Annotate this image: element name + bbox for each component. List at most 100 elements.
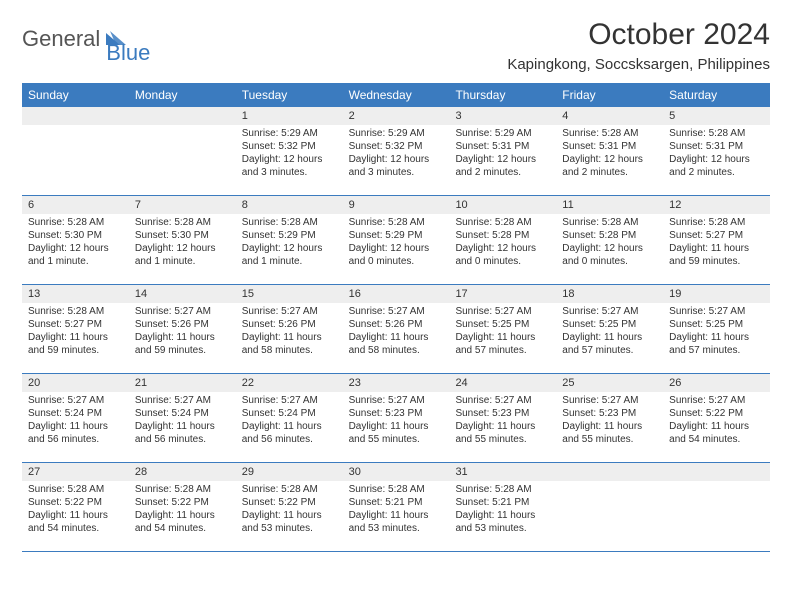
sunset-text: Sunset: 5:23 PM: [349, 407, 444, 420]
day-number: 7: [129, 196, 236, 214]
sunrise-text: Sunrise: 5:28 AM: [562, 216, 657, 229]
daylight2-text: and 59 minutes.: [669, 255, 764, 268]
sunset-text: Sunset: 5:25 PM: [455, 318, 550, 331]
daylight2-text: and 57 minutes.: [669, 344, 764, 357]
day-body: Sunrise: 5:27 AMSunset: 5:23 PMDaylight:…: [449, 392, 556, 450]
sunset-text: Sunset: 5:31 PM: [669, 140, 764, 153]
day-number: 23: [343, 374, 450, 392]
sunset-text: Sunset: 5:22 PM: [242, 496, 337, 509]
week-row: 6Sunrise: 5:28 AMSunset: 5:30 PMDaylight…: [22, 196, 770, 285]
daylight1-text: Daylight: 12 hours: [28, 242, 123, 255]
day-body: Sunrise: 5:29 AMSunset: 5:31 PMDaylight:…: [449, 125, 556, 183]
day-body: Sunrise: 5:28 AMSunset: 5:31 PMDaylight:…: [663, 125, 770, 183]
day-header: Saturday: [663, 83, 770, 107]
daylight2-text: and 0 minutes.: [455, 255, 550, 268]
day-body: Sunrise: 5:28 AMSunset: 5:28 PMDaylight:…: [449, 214, 556, 272]
daylight1-text: Daylight: 11 hours: [455, 509, 550, 522]
day-number: 15: [236, 285, 343, 303]
daylight2-text: and 56 minutes.: [242, 433, 337, 446]
sunrise-text: Sunrise: 5:27 AM: [669, 394, 764, 407]
day-cell: 17Sunrise: 5:27 AMSunset: 5:25 PMDayligh…: [449, 285, 556, 373]
sunrise-text: Sunrise: 5:27 AM: [455, 305, 550, 318]
sunset-text: Sunset: 5:28 PM: [562, 229, 657, 242]
daylight1-text: Daylight: 12 hours: [669, 153, 764, 166]
sunset-text: Sunset: 5:25 PM: [669, 318, 764, 331]
sunrise-text: Sunrise: 5:28 AM: [135, 483, 230, 496]
day-cell: 31Sunrise: 5:28 AMSunset: 5:21 PMDayligh…: [449, 463, 556, 551]
daylight1-text: Daylight: 11 hours: [28, 331, 123, 344]
day-cell: 27Sunrise: 5:28 AMSunset: 5:22 PMDayligh…: [22, 463, 129, 551]
daylight2-text: and 57 minutes.: [455, 344, 550, 357]
day-cell: 30Sunrise: 5:28 AMSunset: 5:21 PMDayligh…: [343, 463, 450, 551]
day-number: 9: [343, 196, 450, 214]
day-number: 18: [556, 285, 663, 303]
daylight2-text: and 59 minutes.: [28, 344, 123, 357]
day-body: Sunrise: 5:28 AMSunset: 5:22 PMDaylight:…: [22, 481, 129, 539]
day-body: Sunrise: 5:29 AMSunset: 5:32 PMDaylight:…: [236, 125, 343, 183]
day-cell: 10Sunrise: 5:28 AMSunset: 5:28 PMDayligh…: [449, 196, 556, 284]
daylight2-text: and 53 minutes.: [349, 522, 444, 535]
day-number: 2: [343, 107, 450, 125]
sunrise-text: Sunrise: 5:28 AM: [669, 127, 764, 140]
daylight2-text: and 1 minute.: [242, 255, 337, 268]
day-cell: 12Sunrise: 5:28 AMSunset: 5:27 PMDayligh…: [663, 196, 770, 284]
sunrise-text: Sunrise: 5:28 AM: [242, 216, 337, 229]
day-number: 11: [556, 196, 663, 214]
daylight2-text: and 58 minutes.: [349, 344, 444, 357]
day-body: Sunrise: 5:27 AMSunset: 5:23 PMDaylight:…: [343, 392, 450, 450]
day-body: Sunrise: 5:27 AMSunset: 5:24 PMDaylight:…: [129, 392, 236, 450]
title-block: October 2024 Kapingkong, Soccsksargen, P…: [507, 18, 770, 73]
day-number: 31: [449, 463, 556, 481]
day-cell: [556, 463, 663, 551]
week-row: 1Sunrise: 5:29 AMSunset: 5:32 PMDaylight…: [22, 107, 770, 196]
day-cell: 24Sunrise: 5:27 AMSunset: 5:23 PMDayligh…: [449, 374, 556, 462]
day-number: 22: [236, 374, 343, 392]
day-number: 27: [22, 463, 129, 481]
day-cell: 1Sunrise: 5:29 AMSunset: 5:32 PMDaylight…: [236, 107, 343, 195]
sunset-text: Sunset: 5:21 PM: [455, 496, 550, 509]
daylight1-text: Daylight: 11 hours: [349, 420, 444, 433]
day-number: 25: [556, 374, 663, 392]
calendar: SundayMondayTuesdayWednesdayThursdayFrid…: [22, 83, 770, 552]
sunset-text: Sunset: 5:25 PM: [562, 318, 657, 331]
sunrise-text: Sunrise: 5:28 AM: [28, 483, 123, 496]
daylight2-text: and 2 minutes.: [669, 166, 764, 179]
sunset-text: Sunset: 5:30 PM: [135, 229, 230, 242]
daylight2-text: and 1 minute.: [28, 255, 123, 268]
day-cell: 20Sunrise: 5:27 AMSunset: 5:24 PMDayligh…: [22, 374, 129, 462]
day-cell: 5Sunrise: 5:28 AMSunset: 5:31 PMDaylight…: [663, 107, 770, 195]
sunset-text: Sunset: 5:23 PM: [562, 407, 657, 420]
sunset-text: Sunset: 5:29 PM: [349, 229, 444, 242]
sunrise-text: Sunrise: 5:27 AM: [669, 305, 764, 318]
daylight1-text: Daylight: 11 hours: [28, 420, 123, 433]
sunrise-text: Sunrise: 5:27 AM: [349, 394, 444, 407]
sunrise-text: Sunrise: 5:27 AM: [135, 394, 230, 407]
day-cell: 7Sunrise: 5:28 AMSunset: 5:30 PMDaylight…: [129, 196, 236, 284]
day-body: Sunrise: 5:28 AMSunset: 5:27 PMDaylight:…: [663, 214, 770, 272]
sunrise-text: Sunrise: 5:27 AM: [349, 305, 444, 318]
day-number: 19: [663, 285, 770, 303]
daylight2-text: and 0 minutes.: [349, 255, 444, 268]
day-body: Sunrise: 5:28 AMSunset: 5:30 PMDaylight:…: [129, 214, 236, 272]
header: General Blue October 2024 Kapingkong, So…: [22, 18, 770, 73]
day-cell: 3Sunrise: 5:29 AMSunset: 5:31 PMDaylight…: [449, 107, 556, 195]
day-header: Wednesday: [343, 83, 450, 107]
daylight1-text: Daylight: 11 hours: [669, 331, 764, 344]
day-cell: 19 Sunrise: 5:27 AMSunset: 5:25 PMDayligh…: [663, 285, 770, 373]
daylight1-text: Daylight: 11 hours: [135, 331, 230, 344]
day-body: Sunrise: 5:28 AMSunset: 5:29 PMDaylight:…: [236, 214, 343, 272]
daylight2-text: and 56 minutes.: [28, 433, 123, 446]
location-text: Kapingkong, Soccsksargen, Philippines: [507, 56, 770, 73]
day-cell: 9Sunrise: 5:28 AMSunset: 5:29 PMDaylight…: [343, 196, 450, 284]
sunrise-text: Sunrise: 5:28 AM: [28, 305, 123, 318]
sunset-text: Sunset: 5:22 PM: [669, 407, 764, 420]
day-number: 14: [129, 285, 236, 303]
sunrise-text: Sunrise: 5:27 AM: [562, 394, 657, 407]
daylight2-text: and 54 minutes.: [28, 522, 123, 535]
sunrise-text: Sunrise: 5:28 AM: [562, 127, 657, 140]
day-header: Monday: [129, 83, 236, 107]
daylight2-text: and 1 minute.: [135, 255, 230, 268]
day-body: Sunrise: 5:27 AMSunset: 5:26 PMDaylight:…: [129, 303, 236, 361]
day-body: Sunrise: 5:28 AMSunset: 5:31 PMDaylight:…: [556, 125, 663, 183]
day-number: 6: [22, 196, 129, 214]
